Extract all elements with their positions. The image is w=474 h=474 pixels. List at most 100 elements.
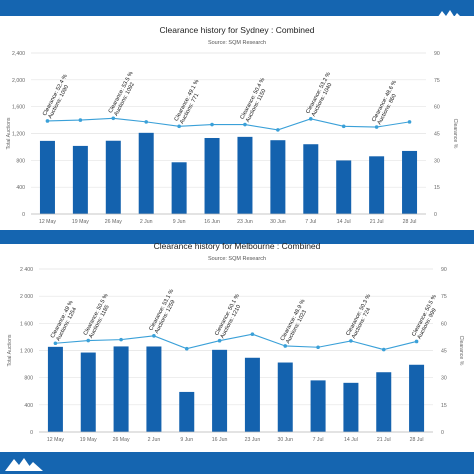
bar <box>237 136 253 214</box>
x-tick-label: 14 Jul <box>344 437 358 443</box>
y2-tick-label: 45 <box>441 349 447 355</box>
y2-tick-label: 0 <box>434 212 437 218</box>
data-annotation: Clearance: 50.5 %Auctions: 1185 <box>83 293 111 339</box>
y-tick-label: 800 <box>16 158 25 164</box>
clearance-point <box>217 338 222 343</box>
x-tick-label: 7 Jul <box>313 437 324 443</box>
bar <box>171 162 187 214</box>
bar <box>105 140 121 214</box>
data-annotation: Clearance: 53.2 %Auctions: 1040 <box>305 71 333 117</box>
y2-axis-title: Clearance % <box>452 119 458 149</box>
bar <box>277 362 293 432</box>
y2-tick-label: 75 <box>441 294 447 300</box>
bar <box>47 346 63 432</box>
y-tick-label: 400 <box>24 403 33 409</box>
clearance-point <box>414 339 419 344</box>
data-annotation: Clearance: 53.5 %Auctions: 1092 <box>108 71 136 117</box>
x-tick-label: 7 Jul <box>305 219 316 225</box>
clearance-point <box>144 120 149 124</box>
data-annotation: Clearance: 48.9 %Auctions: 1023 <box>280 298 308 344</box>
y2-tick-label: 75 <box>434 78 440 84</box>
x-tick-label: 12 May <box>47 437 64 443</box>
bar <box>409 364 425 432</box>
x-tick-label: 2 Jun <box>148 437 161 443</box>
clearance-point <box>250 332 255 336</box>
melbourne-chart-panel: Clearance history for Melbourne : Combin… <box>0 241 474 450</box>
clearance-point <box>53 341 58 346</box>
y2-tick-label: 30 <box>434 158 440 164</box>
clearance-point <box>276 128 280 132</box>
mountain-logo-icon <box>5 458 43 471</box>
y-tick-label: 400 <box>16 185 25 191</box>
clearance-point <box>407 120 412 124</box>
divider-band <box>0 230 474 244</box>
y2-tick-label: 90 <box>434 51 440 57</box>
clearance-point <box>111 116 116 121</box>
y-tick-label: 800 <box>24 376 33 382</box>
y-tick-label: 0 <box>30 430 33 436</box>
x-tick-label: 19 May <box>80 437 97 443</box>
bar <box>179 391 195 432</box>
clearance-line <box>55 333 417 351</box>
y2-tick-label: 45 <box>434 132 440 138</box>
mountain-logo-icon <box>435 10 465 21</box>
x-tick-label: 30 Jun <box>270 219 286 225</box>
bar <box>343 382 359 432</box>
data-annotation: Clearance: 50.5 %Auctions: 999 <box>411 294 438 340</box>
data-annotation: Clearance: 50.1 %Auctions: 1210 <box>214 293 242 339</box>
data-annotation: Clearance: 50.3 %Auctions: 724 <box>345 293 372 339</box>
bar <box>212 349 228 432</box>
x-tick-label: 9 Jun <box>180 437 193 443</box>
data-annotation: Clearance: 48.6 %Auctions: 860 <box>371 80 398 126</box>
clearance-line <box>47 117 410 131</box>
clearance-point <box>283 344 288 348</box>
y2-axis-title: Clearance % <box>458 336 464 366</box>
data-annotation: Clearance: 52.4 %Auctions: 1090 <box>42 73 70 119</box>
y2-tick-label: 0 <box>441 430 444 436</box>
y-tick-label: 1,200 <box>12 132 25 138</box>
bar <box>270 140 286 214</box>
chart-subtitle: Source: SQM Research <box>207 256 267 262</box>
x-tick-label: 16 Jun <box>212 437 228 443</box>
clearance-point <box>45 119 50 123</box>
data-annotation: Clearance: 50.4 %Auctions: 1150 <box>239 77 267 123</box>
clearance-point <box>374 125 379 129</box>
chart-title: Clearance history for Melbourne : Combin… <box>153 241 321 251</box>
bar <box>376 372 392 432</box>
clearance-point <box>349 339 353 343</box>
data-annotation: Clearance: 53.1 %Auctions: 1259 <box>148 288 176 334</box>
y-tick-label: 2,400 <box>12 51 25 57</box>
y-tick-label: 2 000 <box>20 294 33 300</box>
x-tick-label: 26 May <box>113 437 130 443</box>
clearance-point <box>210 122 214 127</box>
clearance-point <box>308 117 313 121</box>
y2-tick-label: 60 <box>441 321 447 327</box>
x-tick-label: 28 Jul <box>403 219 417 225</box>
clearance-point <box>184 346 189 351</box>
bar <box>39 140 55 214</box>
y-tick-label: 1 600 <box>20 321 33 327</box>
y-tick-label: 2,000 <box>12 78 25 84</box>
y-tick-label: 1,600 <box>12 105 25 111</box>
bar <box>303 144 319 214</box>
clearance-point <box>152 334 156 338</box>
bar <box>146 346 162 432</box>
y2-tick-label: 15 <box>434 185 440 191</box>
x-tick-label: 12 May <box>39 219 56 225</box>
y-axis-title: Total Auctions <box>6 117 12 149</box>
bar <box>204 137 220 214</box>
y2-tick-label: 60 <box>434 105 440 111</box>
y2-tick-label: 90 <box>441 267 447 273</box>
clearance-point <box>341 124 346 129</box>
x-tick-label: 2 Jun <box>140 219 153 225</box>
x-tick-label: 23 Jun <box>245 437 261 443</box>
chart-subtitle: Source: SQM Research <box>207 40 267 46</box>
x-tick-label: 19 May <box>72 219 89 225</box>
bar <box>402 150 418 214</box>
melbourne-clearance-chart: 0 400 800 1 200 1 600 2 000 2 400 0 15 30 45 60 75 90… <box>7 267 464 443</box>
x-tick-label: 9 Jun <box>173 219 186 225</box>
x-tick-label: 28 Jul <box>410 437 424 443</box>
clearance-point <box>243 122 247 127</box>
y-tick-label: 2 400 <box>20 267 33 273</box>
bar <box>336 160 352 214</box>
